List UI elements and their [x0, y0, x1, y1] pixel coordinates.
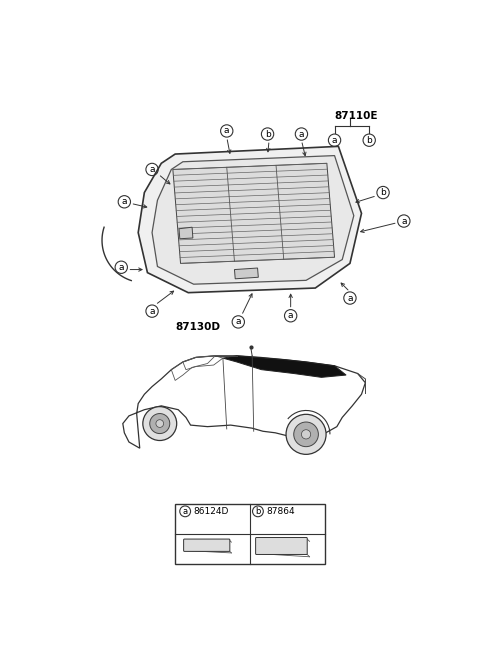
Circle shape — [150, 413, 170, 434]
Text: a: a — [224, 126, 229, 136]
Polygon shape — [234, 268, 258, 279]
FancyBboxPatch shape — [256, 538, 307, 555]
Circle shape — [294, 422, 318, 447]
Circle shape — [156, 420, 164, 428]
Polygon shape — [223, 356, 346, 377]
Text: b: b — [380, 188, 386, 197]
Circle shape — [286, 415, 326, 455]
Text: a: a — [236, 318, 241, 326]
Text: 87864: 87864 — [266, 507, 295, 516]
Text: b: b — [366, 136, 372, 145]
Text: a: a — [149, 307, 155, 316]
Text: a: a — [401, 217, 407, 225]
Text: 87110E: 87110E — [335, 111, 378, 121]
Circle shape — [143, 407, 177, 441]
Text: a: a — [332, 136, 337, 145]
Circle shape — [301, 430, 311, 439]
Text: a: a — [299, 130, 304, 139]
Polygon shape — [152, 156, 354, 284]
Polygon shape — [179, 227, 193, 239]
Polygon shape — [138, 146, 361, 293]
Text: a: a — [121, 197, 127, 206]
Bar — [175, 504, 325, 564]
FancyBboxPatch shape — [184, 539, 230, 552]
Text: 86124D: 86124D — [193, 507, 229, 516]
Text: b: b — [255, 507, 261, 516]
Text: b: b — [264, 130, 270, 139]
Text: a: a — [347, 293, 353, 303]
Text: 87130D: 87130D — [175, 322, 220, 331]
Polygon shape — [173, 163, 335, 263]
Text: a: a — [149, 165, 155, 174]
Text: a: a — [182, 507, 188, 516]
Text: a: a — [288, 311, 293, 320]
Text: a: a — [119, 263, 124, 272]
